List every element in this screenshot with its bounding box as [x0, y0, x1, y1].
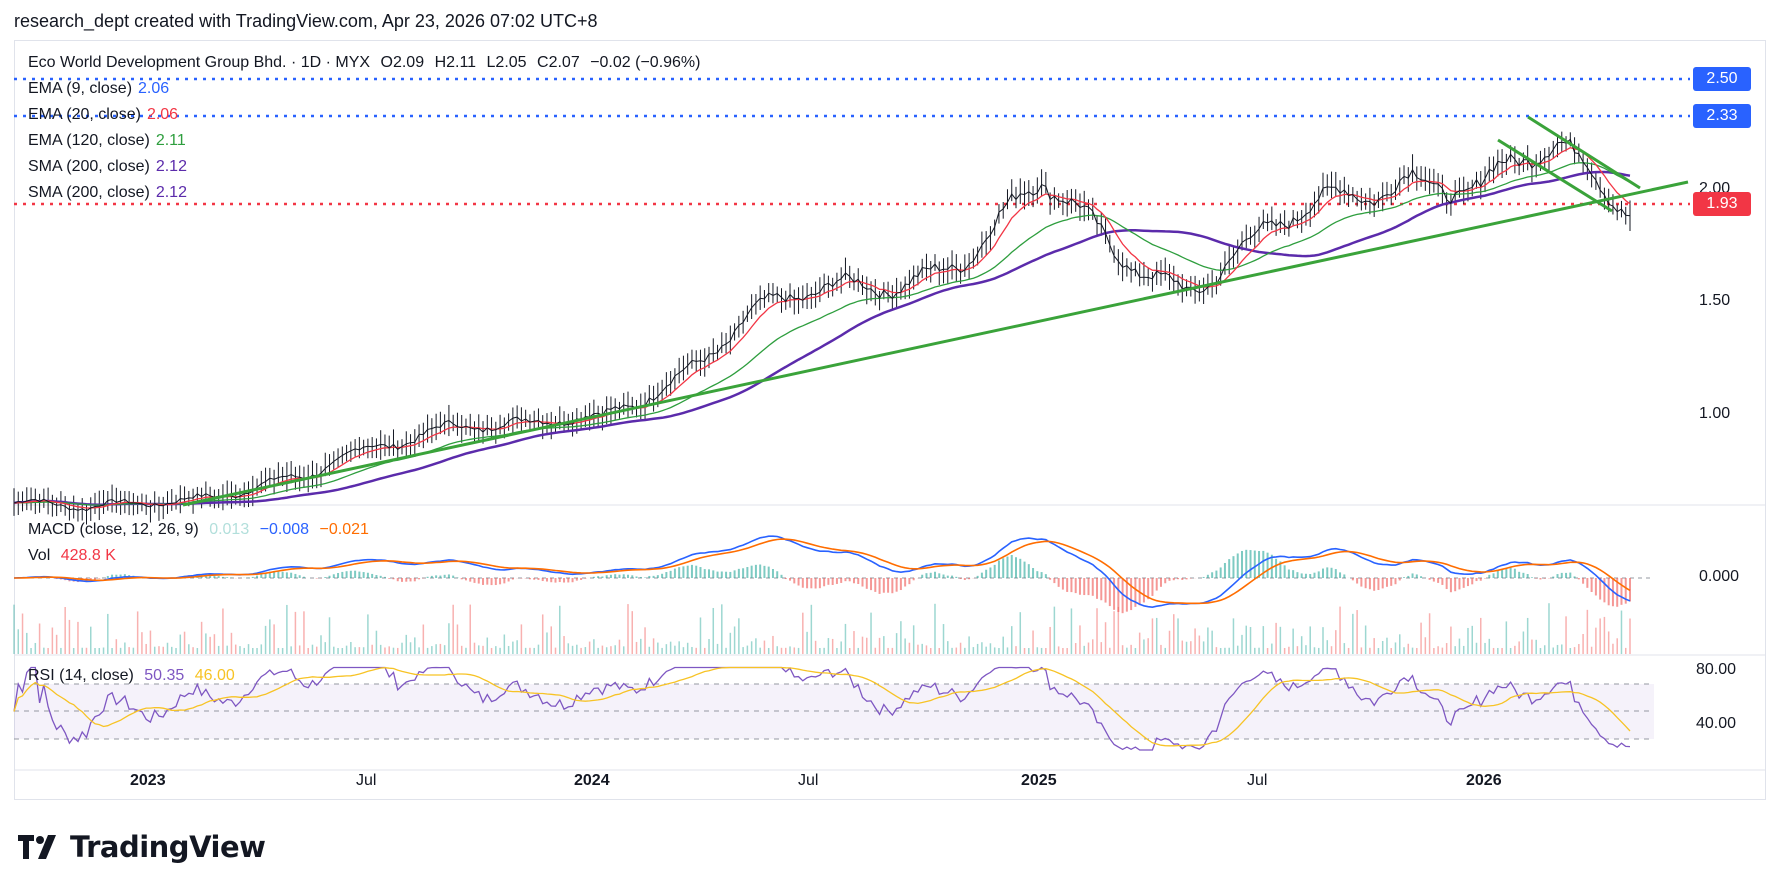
legend-vol[interactable]: Vol 428.8 K — [28, 547, 116, 565]
legend-ema9[interactable]: EMA (9, close) 2.06 — [28, 80, 169, 98]
indicator-value: 2.12 — [155, 158, 187, 175]
macd-hist-value: 0.013 — [209, 521, 250, 538]
time-axis-label: Jul — [798, 772, 819, 789]
rsi-axis-label: 40.00 — [1696, 715, 1737, 732]
vol-value: 428.8 K — [60, 547, 116, 564]
price-axis-label: 1.00 — [1699, 405, 1731, 422]
indicator-value: 2.06 — [146, 106, 179, 123]
channel-upper-line — [1527, 115, 1641, 190]
time-axis-label: 2026 — [1466, 772, 1502, 789]
ohlc-low: L2.05 — [486, 54, 527, 71]
ohlc-close: C2.07 — [537, 54, 580, 71]
price-line — [13, 138, 1631, 512]
symbol-title: Eco World Development Group Bhd. · 1D · … — [28, 54, 371, 71]
ohlc-change: −0.02 (−0.96%) — [590, 54, 701, 71]
indicator-label: EMA (120, close) — [28, 132, 150, 149]
ohlc-open: O2.09 — [380, 54, 425, 71]
ema-20-line — [13, 147, 1631, 509]
indicator-value: 2.11 — [155, 132, 186, 149]
long-trendline — [182, 180, 1689, 507]
price-badge-1-93: 1.93 — [1693, 192, 1751, 216]
chart-frame — [14, 40, 1766, 800]
tradingview-logo[interactable]: TradingView — [18, 830, 266, 864]
sma-200-line — [13, 170, 1631, 506]
rsi-axis-label: 80.00 — [1696, 661, 1737, 678]
macd-label: MACD (close, 12, 26, 9) — [28, 521, 199, 538]
legend-ema20[interactable]: EMA (20, close) 2.06 — [28, 106, 178, 124]
macd-value: −0.008 — [259, 521, 310, 538]
time-axis-label: 2025 — [1021, 772, 1057, 789]
legend-macd[interactable]: MACD (close, 12, 26, 9) 0.013 −0.008 −0.… — [28, 521, 369, 539]
indicator-value: 2.06 — [138, 80, 170, 97]
time-axis-label: Jul — [1247, 772, 1268, 789]
tradingview-logo-icon — [18, 835, 56, 859]
channel-lower-line — [1497, 138, 1613, 213]
indicator-label: EMA (20, close) — [28, 106, 141, 123]
time-axis-label: 2023 — [130, 772, 166, 789]
indicator-label: SMA (200, close) — [28, 158, 150, 175]
volume-bars — [13, 603, 1631, 654]
chart-header: research_dept created with TradingView.c… — [14, 11, 598, 31]
price-bars — [13, 131, 1631, 525]
vol-label: Vol — [28, 547, 51, 564]
ohlc-high: H2.11 — [434, 54, 477, 71]
price-badge-2-33: 2.33 — [1693, 104, 1751, 128]
indicator-value: 2.12 — [155, 184, 187, 201]
tradingview-logo-text: TradingView — [70, 830, 266, 864]
legend-sma200-a[interactable]: SMA (200, close) 2.12 — [28, 158, 187, 176]
macd-histogram — [17, 549, 1631, 614]
price-axis-label: 1.50 — [1699, 292, 1731, 309]
rsi-ma-value: 46.00 — [194, 667, 235, 684]
legend-title: Eco World Development Group Bhd. · 1D · … — [28, 54, 700, 72]
rsi-value: 50.35 — [144, 667, 185, 684]
rsi-label: RSI (14, close) — [28, 667, 134, 684]
macd-axis-label: 0.000 — [1699, 568, 1740, 585]
rsi-ma-line — [13, 666, 1631, 747]
macd-line — [13, 535, 1631, 609]
legend-sma200-b[interactable]: SMA (200, close) 2.12 — [28, 184, 187, 202]
indicator-label: EMA (9, close) — [28, 80, 133, 97]
time-axis-label: 2024 — [574, 772, 610, 789]
legend-ema120[interactable]: EMA (120, close) 2.11 — [28, 132, 186, 150]
legend-rsi[interactable]: RSI (14, close) 50.35 46.00 — [28, 667, 235, 685]
indicator-label: SMA (200, close) — [28, 184, 150, 201]
signal-line — [14, 538, 1631, 605]
price-badge-2-50: 2.50 — [1693, 67, 1751, 91]
ema-120-line — [13, 162, 1631, 506]
signal-value: −0.021 — [319, 521, 369, 538]
time-axis-label: Jul — [356, 772, 377, 789]
